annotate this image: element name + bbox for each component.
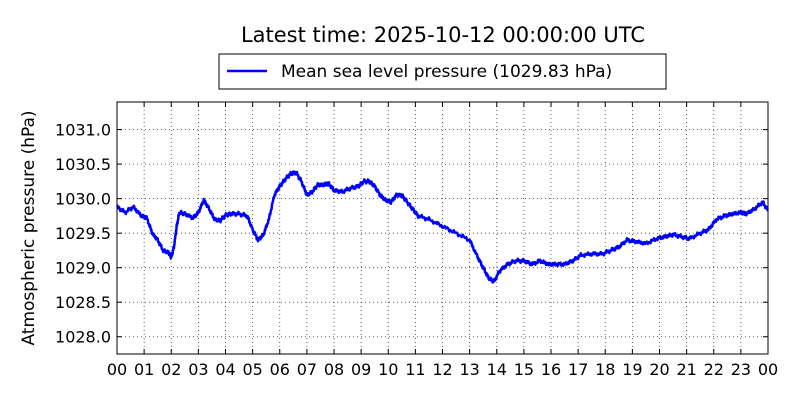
x-tick-label: 07 (297, 360, 317, 379)
x-tick-label: 16 (541, 360, 561, 379)
y-axis-label: Atmospheric pressure (hPa) (19, 110, 39, 345)
y-tick-label: 1030.0 (55, 190, 111, 209)
y-tick-label: 1028.0 (55, 328, 111, 347)
y-tick-label: 1029.0 (55, 259, 111, 278)
x-tick-label: 19 (622, 360, 642, 379)
legend: Mean sea level pressure (1029.83 hPa) (218, 53, 667, 90)
x-tick-label: 02 (161, 360, 181, 379)
y-tick-label: 1031.0 (55, 121, 111, 140)
x-tick-label: 22 (704, 360, 724, 379)
x-tick-label: 01 (134, 360, 154, 379)
x-tick-label: 12 (432, 360, 452, 379)
chart-title: Latest time: 2025-10-12 00:00:00 UTC (241, 23, 645, 47)
x-tick-label: 04 (215, 360, 235, 379)
x-tick-label: 11 (405, 360, 425, 379)
x-tick-label: 05 (242, 360, 262, 379)
x-tick-label: 00 (758, 360, 778, 379)
x-tick-label: 08 (324, 360, 344, 379)
series-layer (115, 170, 769, 284)
x-tick-label: 06 (270, 360, 290, 379)
x-tick-label: 10 (378, 360, 398, 379)
x-tick-label: 17 (568, 360, 588, 379)
x-tick-label: 18 (595, 360, 615, 379)
x-tick-label: 21 (676, 360, 696, 379)
grid (117, 102, 768, 354)
x-tick-label: 15 (514, 360, 534, 379)
x-tick-label: 13 (459, 360, 479, 379)
y-axis: 1028.0 1028.5 1029.0 1029.5 1030.0 1030.5 1031… (55, 121, 768, 347)
x-tick-label: 14 (487, 360, 507, 379)
y-tick-label: 1029.5 (55, 224, 111, 243)
x-tick-label: 00 (107, 360, 127, 379)
legend-label: Mean sea level pressure (1029.83 hPa) (281, 62, 612, 82)
y-tick-label: 1028.5 (55, 293, 111, 312)
series-line (115, 170, 769, 284)
legend-box (218, 53, 667, 90)
x-tick-label: 20 (649, 360, 669, 379)
x-axis: 00 01 02 03 04 05 06 07 08 09 10 11 12 13 14 15 16 17 18 19… (107, 102, 778, 379)
x-tick-label: 23 (731, 360, 751, 379)
x-tick-label: 09 (351, 360, 371, 379)
x-tick-label: 03 (188, 360, 208, 379)
y-tick-label: 1030.5 (55, 155, 111, 174)
